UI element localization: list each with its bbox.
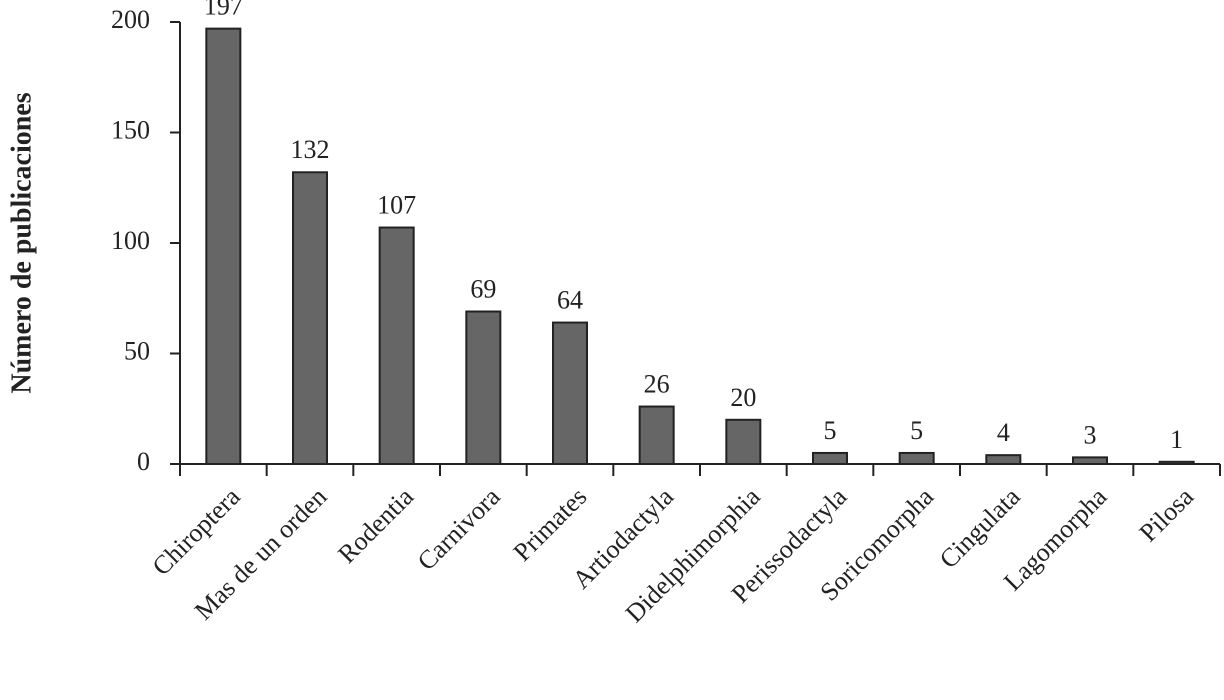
y-tick-label: 100 [111, 226, 150, 255]
y-tick-label: 0 [137, 447, 150, 476]
value-label: 197 [204, 0, 243, 21]
value-label: 5 [910, 416, 923, 445]
y-axis-label: Número de publicaciones [6, 92, 37, 393]
y-tick-label: 200 [111, 5, 150, 34]
bar [812, 451, 848, 466]
bar [378, 226, 415, 465]
bar [205, 27, 242, 465]
bar [1158, 460, 1195, 466]
bar [292, 171, 328, 465]
bar [985, 454, 1022, 466]
bar [638, 405, 675, 466]
bar [725, 418, 762, 465]
value-label: 4 [997, 418, 1010, 447]
value-label: 69 [470, 274, 496, 303]
x-tick-label: Rodentia [332, 482, 419, 569]
value-label: 132 [291, 135, 330, 164]
value-label: 5 [824, 416, 837, 445]
x-tick-label: Carnivora [412, 482, 506, 576]
y-tick-label: 150 [111, 115, 150, 144]
x-tick-label: Cingulata [934, 482, 1026, 574]
bar [898, 451, 935, 466]
x-tick-label: Primates [508, 482, 593, 567]
bar [1072, 456, 1108, 465]
value-label: 3 [1084, 420, 1097, 449]
bar [465, 310, 502, 466]
bar [552, 321, 588, 465]
value-label: 107 [377, 190, 416, 219]
value-label: 64 [557, 286, 583, 315]
value-label: 1 [1170, 425, 1183, 454]
value-label: 20 [730, 383, 756, 412]
x-tick-label: Pilosa [1134, 482, 1200, 548]
y-tick-label: 50 [124, 336, 150, 365]
value-label: 26 [644, 370, 670, 399]
